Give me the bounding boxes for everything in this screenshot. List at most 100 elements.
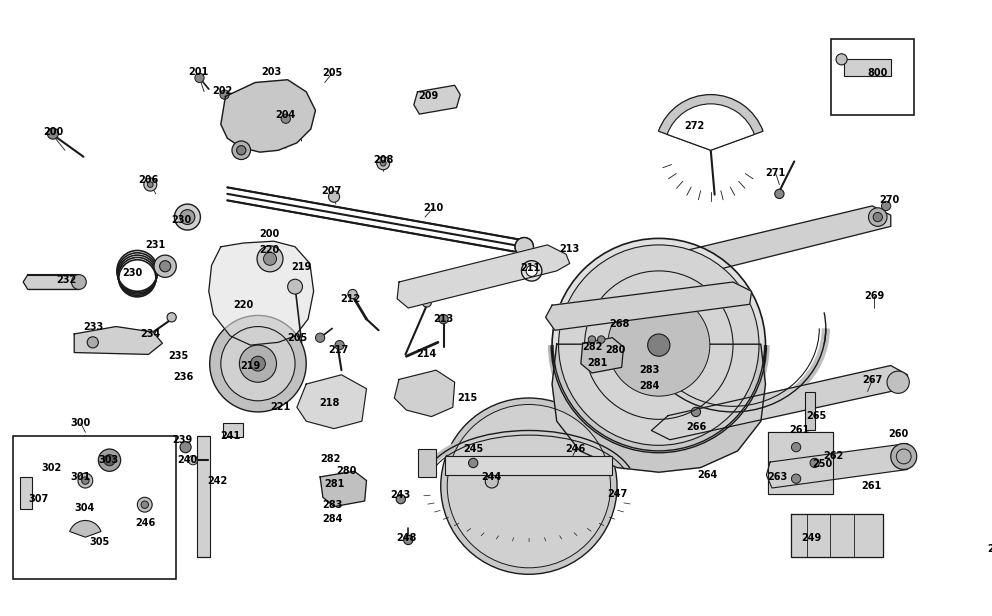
Circle shape — [891, 444, 917, 469]
Circle shape — [180, 209, 194, 224]
Circle shape — [175, 204, 200, 230]
Wedge shape — [668, 104, 754, 150]
Text: 271: 271 — [766, 168, 786, 179]
Polygon shape — [768, 432, 833, 493]
Circle shape — [98, 449, 121, 471]
Text: 301: 301 — [70, 472, 91, 482]
Polygon shape — [767, 444, 912, 488]
Text: 245: 245 — [463, 444, 483, 454]
Polygon shape — [395, 370, 454, 416]
Circle shape — [558, 245, 759, 445]
Polygon shape — [320, 471, 366, 506]
Circle shape — [194, 73, 204, 83]
Text: 800: 800 — [868, 68, 888, 78]
Polygon shape — [652, 365, 908, 440]
Circle shape — [882, 201, 891, 211]
Circle shape — [148, 182, 153, 187]
Circle shape — [237, 145, 246, 155]
Circle shape — [221, 326, 295, 401]
Circle shape — [78, 473, 93, 488]
Circle shape — [377, 156, 390, 170]
Text: 304: 304 — [74, 503, 94, 513]
Text: 234: 234 — [140, 329, 161, 339]
Circle shape — [868, 208, 887, 226]
Text: 203: 203 — [261, 67, 281, 78]
Text: 206: 206 — [138, 175, 159, 185]
Text: 307: 307 — [28, 494, 49, 504]
Circle shape — [440, 398, 617, 574]
Text: 240: 240 — [178, 455, 197, 465]
Circle shape — [526, 265, 538, 277]
Circle shape — [232, 141, 251, 160]
Circle shape — [608, 294, 710, 396]
Polygon shape — [414, 85, 460, 114]
Text: 247: 247 — [607, 488, 627, 498]
Circle shape — [438, 315, 448, 324]
Text: 211: 211 — [521, 263, 541, 273]
Text: 212: 212 — [340, 294, 361, 304]
Bar — [13, 436, 177, 579]
Circle shape — [154, 255, 177, 277]
Circle shape — [141, 501, 149, 508]
Circle shape — [81, 477, 89, 484]
Polygon shape — [208, 241, 313, 345]
Text: 242: 242 — [207, 476, 227, 485]
Circle shape — [380, 161, 386, 166]
Polygon shape — [221, 79, 315, 152]
Text: 246: 246 — [565, 444, 585, 454]
Text: 263: 263 — [768, 472, 788, 482]
Text: 217: 217 — [328, 345, 349, 355]
Circle shape — [348, 290, 357, 299]
Text: 230: 230 — [172, 215, 192, 225]
Text: 281: 281 — [323, 479, 344, 489]
Bar — [21, 477, 32, 509]
Text: 302: 302 — [41, 463, 62, 472]
Wedge shape — [69, 521, 101, 537]
Text: 201: 201 — [188, 67, 208, 78]
Text: 272: 272 — [683, 121, 704, 131]
Polygon shape — [397, 245, 569, 308]
Text: 284: 284 — [322, 514, 342, 524]
Text: 281: 281 — [587, 358, 608, 368]
Text: 282: 282 — [581, 342, 602, 352]
Text: 267: 267 — [862, 375, 882, 386]
Text: 213: 213 — [559, 243, 580, 254]
Text: 266: 266 — [685, 422, 706, 432]
Circle shape — [328, 191, 339, 202]
Text: 220: 220 — [233, 300, 253, 310]
Circle shape — [691, 407, 700, 416]
Bar — [222, 423, 243, 437]
Polygon shape — [23, 275, 83, 290]
Text: 205: 205 — [287, 333, 308, 342]
Text: 246: 246 — [136, 518, 156, 529]
Text: 283: 283 — [639, 365, 660, 375]
Text: 205: 205 — [987, 545, 992, 554]
Text: 239: 239 — [173, 435, 192, 445]
Text: 262: 262 — [823, 452, 843, 461]
Circle shape — [220, 90, 229, 99]
Circle shape — [873, 213, 883, 222]
Text: 215: 215 — [457, 393, 478, 403]
Text: 208: 208 — [373, 155, 394, 164]
Text: 232: 232 — [56, 275, 76, 285]
Text: 200: 200 — [43, 127, 63, 137]
Circle shape — [887, 371, 910, 394]
Text: 261: 261 — [790, 426, 809, 436]
Circle shape — [251, 356, 266, 371]
Circle shape — [810, 458, 819, 468]
Circle shape — [447, 405, 610, 568]
Circle shape — [648, 334, 670, 356]
Text: 202: 202 — [212, 86, 233, 96]
Circle shape — [144, 178, 157, 191]
Text: 231: 231 — [145, 240, 165, 250]
Circle shape — [137, 497, 152, 512]
Text: 219: 219 — [240, 360, 261, 371]
Text: 233: 233 — [83, 322, 104, 331]
Circle shape — [87, 337, 98, 348]
Bar — [831, 39, 914, 115]
Text: 250: 250 — [812, 459, 832, 469]
Text: 220: 220 — [259, 245, 279, 254]
Text: 218: 218 — [319, 398, 339, 408]
Text: 280: 280 — [605, 345, 625, 355]
Text: 236: 236 — [174, 371, 193, 382]
